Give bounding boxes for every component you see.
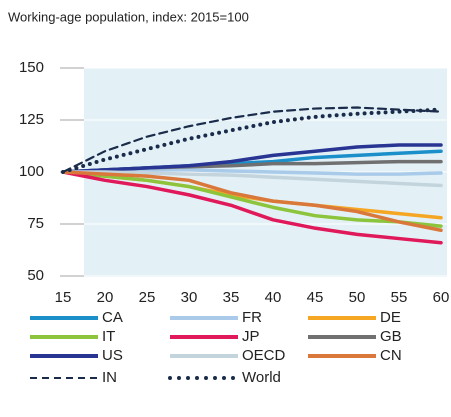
x-tick-label: 55 xyxy=(391,289,408,306)
legend-label: CA xyxy=(102,309,123,326)
series-line xyxy=(61,106,443,174)
legend-label: US xyxy=(102,347,123,364)
legend-label: FR xyxy=(242,309,262,326)
legend-label: JP xyxy=(242,328,260,345)
y-tick-label: 75 xyxy=(27,215,44,232)
x-tick-label: 30 xyxy=(181,289,198,306)
x-tick-label: 40 xyxy=(265,289,282,306)
legend-label: GB xyxy=(380,328,402,345)
series-line xyxy=(61,170,443,245)
x-tick-label: 45 xyxy=(307,289,324,306)
series-line xyxy=(61,143,443,174)
series-line xyxy=(61,170,443,228)
legend-label: OECD xyxy=(242,347,286,364)
legend-label: IN xyxy=(102,369,117,386)
x-tick-label: 60 xyxy=(433,289,450,306)
y-tick-label: 150 xyxy=(19,59,44,76)
series-line xyxy=(61,170,443,188)
legend-label: CN xyxy=(380,347,402,364)
y-tick-label: 100 xyxy=(19,163,44,180)
series-line xyxy=(61,170,443,232)
x-tick-label: 35 xyxy=(223,289,240,306)
series-line xyxy=(61,107,443,174)
legend-label: World xyxy=(242,369,281,386)
y-tick-label: 125 xyxy=(19,111,44,128)
chart-title: Working-age population, index: 2015=100 xyxy=(8,9,249,24)
legend-label: DE xyxy=(380,309,401,326)
x-tick-label: 20 xyxy=(97,289,114,306)
x-tick-label: 50 xyxy=(349,289,366,306)
x-tick-label: 15 xyxy=(55,289,72,306)
x-tick-label: 25 xyxy=(139,289,156,306)
legend-label: IT xyxy=(102,328,115,345)
y-tick-label: 50 xyxy=(27,267,44,284)
